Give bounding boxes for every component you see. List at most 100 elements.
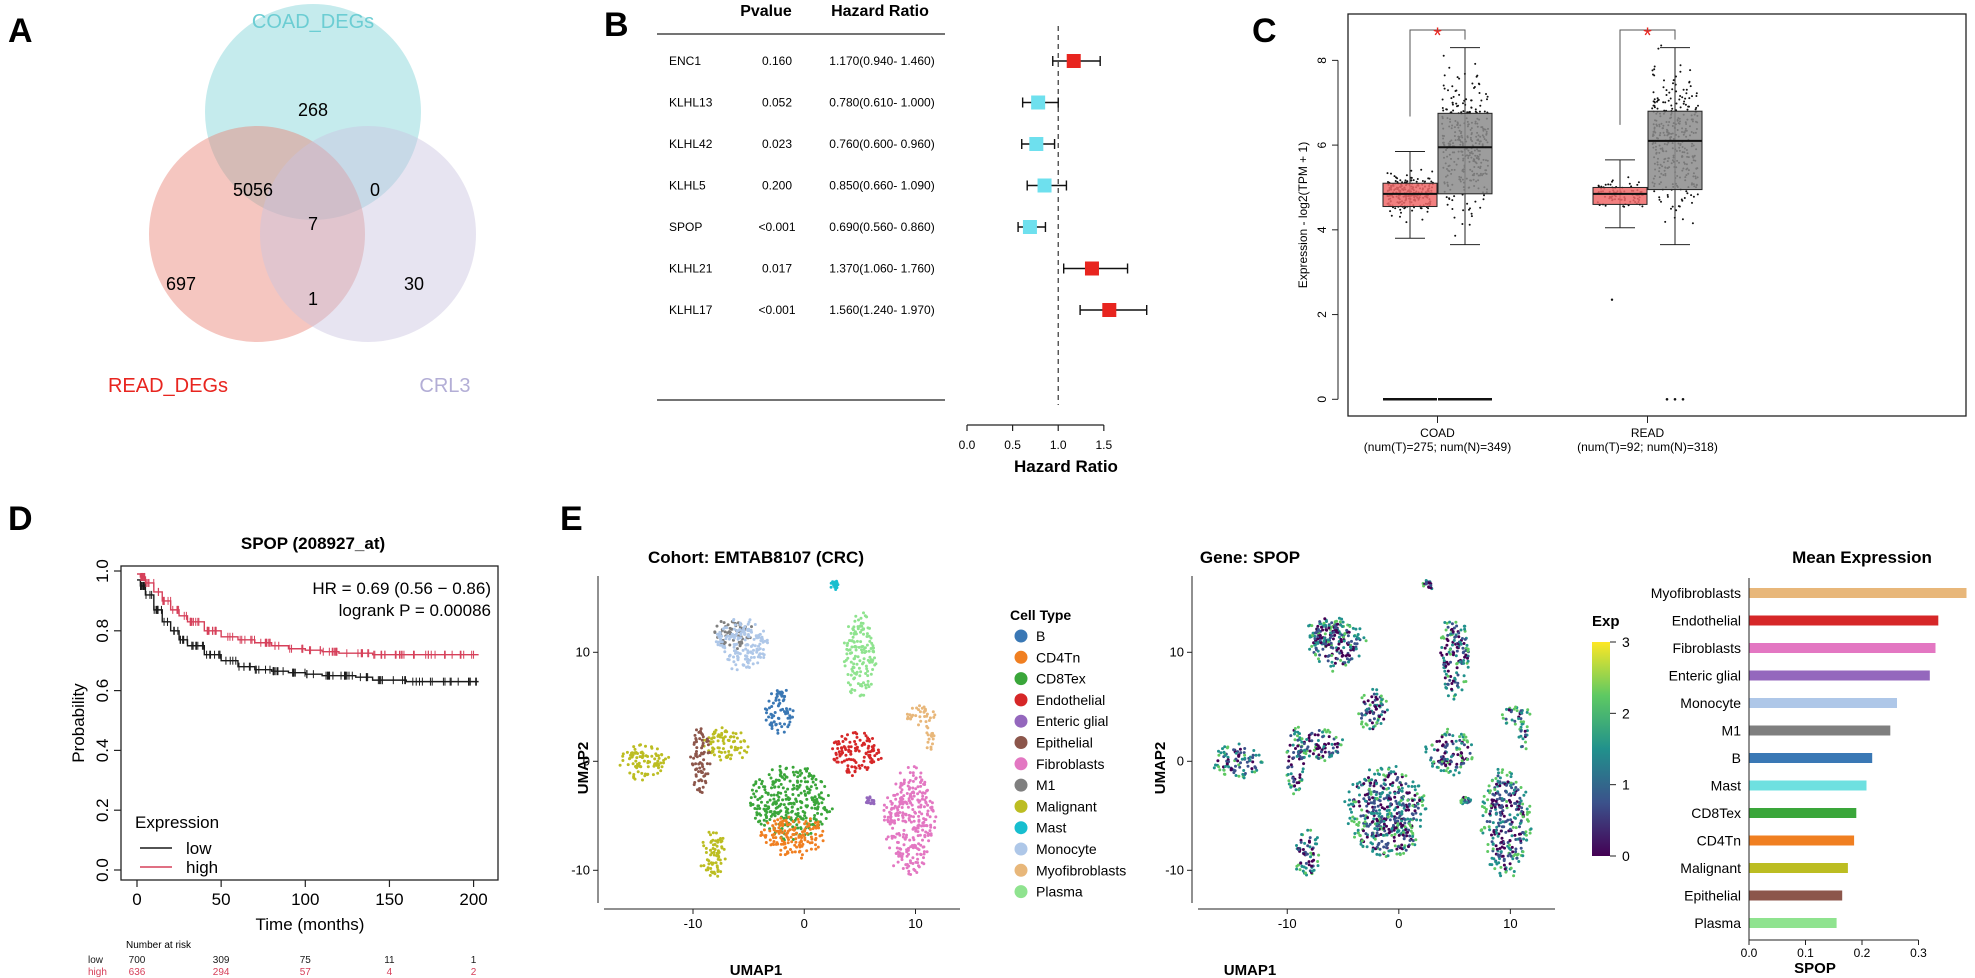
umap-point bbox=[824, 817, 828, 820]
boxplot-point bbox=[1443, 87, 1446, 90]
umap-point bbox=[1334, 626, 1338, 629]
umap-point bbox=[865, 796, 869, 800]
umap-ytick-label: 10 bbox=[576, 644, 590, 659]
umap-point bbox=[1501, 820, 1505, 824]
umap-point bbox=[851, 665, 855, 669]
umap-point bbox=[1418, 824, 1422, 828]
forest-axis-tick-label: 1.5 bbox=[1095, 438, 1112, 452]
umap-point bbox=[642, 759, 646, 763]
umap-point bbox=[743, 657, 747, 661]
umap-point bbox=[718, 643, 722, 647]
umap-point bbox=[1387, 794, 1391, 798]
umap-point bbox=[927, 737, 931, 741]
umap-point bbox=[1444, 745, 1448, 749]
umap-point bbox=[779, 848, 783, 852]
umap-point bbox=[914, 714, 918, 718]
umap-point bbox=[843, 664, 847, 668]
umap-point bbox=[1508, 862, 1512, 866]
boxplot-point bbox=[1468, 111, 1470, 114]
umap-point bbox=[1365, 835, 1369, 839]
umap-point bbox=[1410, 785, 1414, 788]
umap-point bbox=[1525, 725, 1529, 729]
umap-point bbox=[1500, 804, 1504, 808]
umap-point bbox=[1340, 654, 1344, 658]
umap-point bbox=[779, 842, 783, 846]
umap-point bbox=[784, 688, 788, 692]
umap-point bbox=[799, 779, 803, 783]
risk-row-value: 57 bbox=[300, 967, 312, 978]
umap-point bbox=[761, 652, 765, 656]
boxplot-point bbox=[1399, 208, 1402, 211]
forest-point bbox=[1031, 95, 1046, 110]
umap-point bbox=[865, 632, 869, 636]
umap-point bbox=[783, 829, 787, 833]
umap-point bbox=[848, 639, 852, 643]
umap-point bbox=[1412, 817, 1416, 821]
risk-row-value: 11 bbox=[384, 955, 395, 966]
umap-point bbox=[800, 853, 804, 857]
umap-point bbox=[862, 632, 865, 636]
umap-point bbox=[1326, 654, 1330, 658]
umap-point bbox=[1460, 688, 1464, 692]
umap-point bbox=[886, 820, 890, 824]
umap-point bbox=[742, 663, 745, 667]
umap-point bbox=[1524, 733, 1527, 737]
umap-point bbox=[1376, 718, 1380, 722]
umap-point bbox=[1494, 860, 1498, 864]
boxplot-point bbox=[1479, 206, 1482, 209]
umap-point bbox=[722, 645, 726, 648]
umap-point bbox=[1458, 660, 1462, 664]
boxplot-point bbox=[1450, 97, 1453, 100]
umap-point bbox=[928, 829, 932, 833]
umap-point bbox=[1522, 793, 1526, 797]
umap-point bbox=[926, 733, 930, 737]
boxplot-point bbox=[1696, 193, 1699, 196]
km-xtick-label: 100 bbox=[291, 890, 319, 909]
umap-point bbox=[725, 626, 729, 630]
umap-point bbox=[1377, 814, 1381, 818]
umap-point bbox=[892, 793, 896, 797]
umap-point bbox=[856, 682, 860, 686]
legend-swatch bbox=[1014, 799, 1028, 813]
boxplot-point bbox=[1660, 200, 1662, 203]
boxplot-point bbox=[1462, 102, 1464, 105]
boxplot-point bbox=[1653, 101, 1656, 104]
umap-point bbox=[1365, 809, 1369, 813]
umap-point bbox=[1296, 738, 1300, 742]
umap-point bbox=[1398, 781, 1402, 785]
boxplot-point bbox=[1478, 110, 1481, 113]
umap-point bbox=[1378, 799, 1382, 803]
umap-point bbox=[1332, 664, 1335, 668]
umap-point bbox=[846, 681, 850, 685]
umap-point bbox=[805, 825, 809, 829]
umap-point bbox=[1300, 737, 1304, 741]
forest-gene-label: KLHL42 bbox=[669, 137, 713, 151]
umap-point bbox=[763, 823, 766, 827]
boxplot-point bbox=[1607, 183, 1610, 186]
umap-point bbox=[1308, 635, 1312, 639]
boxplot-point bbox=[1637, 181, 1640, 184]
umap-point bbox=[800, 856, 803, 860]
umap-point bbox=[1316, 733, 1320, 737]
umap-point bbox=[1406, 830, 1409, 834]
umap-point bbox=[931, 808, 935, 812]
umap-point bbox=[909, 845, 913, 849]
umap-point bbox=[1408, 834, 1412, 838]
km-legend-label-high: high bbox=[186, 858, 218, 877]
boxplot-point bbox=[1670, 104, 1673, 107]
boxplot-point bbox=[1442, 109, 1445, 112]
umap-point bbox=[768, 798, 772, 802]
umap-point bbox=[1327, 750, 1331, 754]
boxplot-point bbox=[1416, 178, 1419, 180]
umap-point bbox=[795, 779, 799, 783]
umap-point bbox=[1514, 780, 1518, 784]
umap-point bbox=[1307, 733, 1311, 737]
umap-point bbox=[781, 707, 785, 711]
umap-point bbox=[1464, 653, 1468, 657]
umap-point bbox=[1370, 820, 1374, 824]
umap-point bbox=[872, 799, 876, 803]
forest-pvalue: 0.017 bbox=[762, 262, 792, 276]
umap-point bbox=[1374, 782, 1378, 786]
umap-point bbox=[1386, 812, 1390, 816]
